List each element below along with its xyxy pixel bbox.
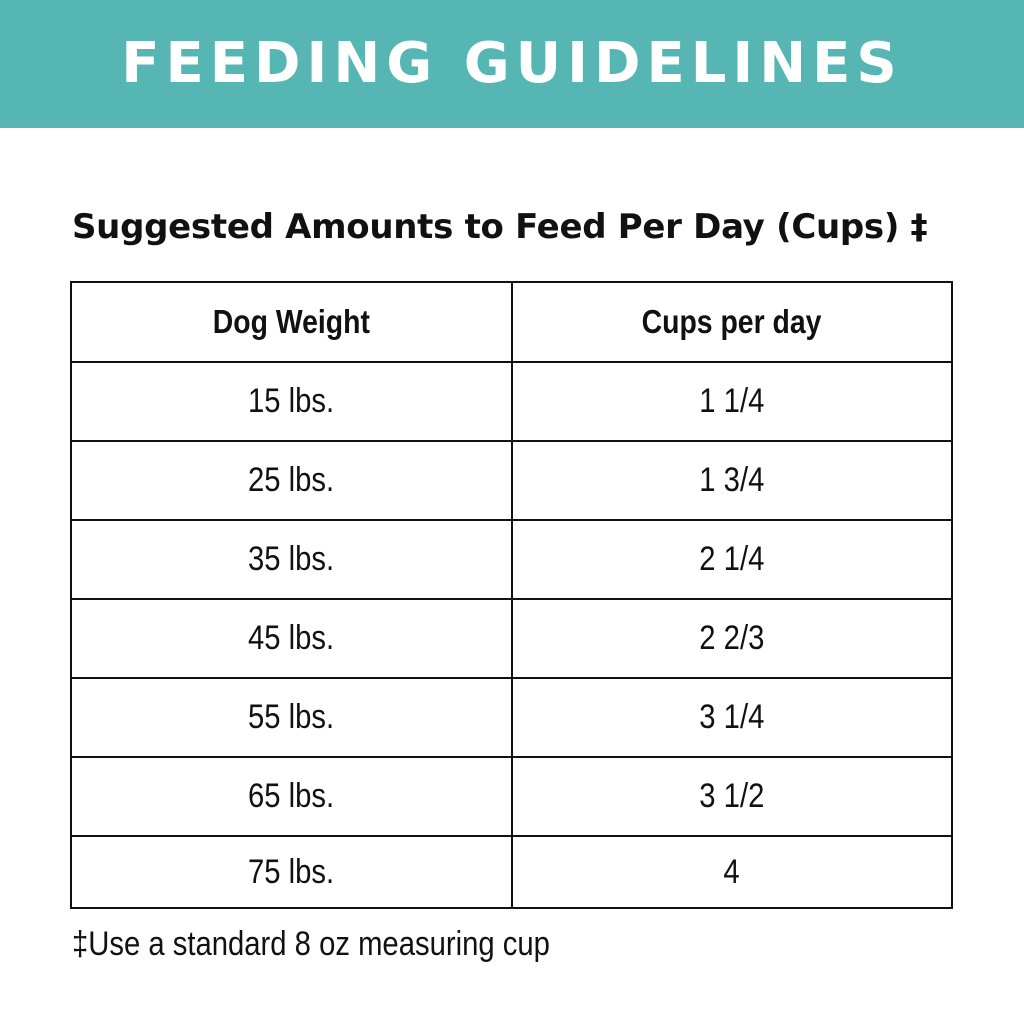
table-caption: Suggested Amounts to Feed Per Day (Cups)… bbox=[72, 207, 928, 247]
column-header-cups-per-day: Cups per day bbox=[510, 281, 953, 363]
dog-weight-cell: 75 lbs. bbox=[70, 835, 513, 909]
header-banner: FEEDING GUIDELINES bbox=[0, 0, 1024, 128]
column-header-dog-weight: Dog Weight bbox=[70, 281, 513, 363]
table-header-row: Dog Weight Cups per day bbox=[70, 281, 953, 363]
feeding-table: Dog Weight Cups per day 15 lbs. 1 1/4 25… bbox=[70, 281, 953, 909]
page-title: FEEDING GUIDELINES bbox=[121, 31, 903, 96]
footnote-text: ‡Use a standard 8 oz measuring cup bbox=[72, 925, 550, 963]
dog-weight-cell: 35 lbs. bbox=[70, 519, 513, 600]
table-row: 65 lbs. 3 1/2 bbox=[70, 756, 953, 837]
dog-weight-cell: 45 lbs. bbox=[70, 598, 513, 679]
cups-per-day-cell: 1 1/4 bbox=[510, 361, 953, 442]
footnote: ‡Use a standard 8 oz measuring cup bbox=[72, 920, 628, 968]
table-row: 75 lbs. 4 bbox=[70, 835, 953, 909]
table-row: 55 lbs. 3 1/4 bbox=[70, 677, 953, 758]
cups-per-day-cell: 3 1/4 bbox=[510, 677, 953, 758]
cups-per-day-cell: 2 2/3 bbox=[510, 598, 953, 679]
dog-weight-cell: 15 lbs. bbox=[70, 361, 513, 442]
dog-weight-cell: 65 lbs. bbox=[70, 756, 513, 837]
cups-per-day-cell: 2 1/4 bbox=[510, 519, 953, 600]
table-row: 45 lbs. 2 2/3 bbox=[70, 598, 953, 679]
cups-per-day-cell: 4 bbox=[510, 835, 953, 909]
table-row: 15 lbs. 1 1/4 bbox=[70, 361, 953, 442]
dog-weight-cell: 25 lbs. bbox=[70, 440, 513, 521]
table-row: 35 lbs. 2 1/4 bbox=[70, 519, 953, 600]
table-row: 25 lbs. 1 3/4 bbox=[70, 440, 953, 521]
cups-per-day-cell: 3 1/2 bbox=[510, 756, 953, 837]
cups-per-day-cell: 1 3/4 bbox=[510, 440, 953, 521]
dog-weight-cell: 55 lbs. bbox=[70, 677, 513, 758]
